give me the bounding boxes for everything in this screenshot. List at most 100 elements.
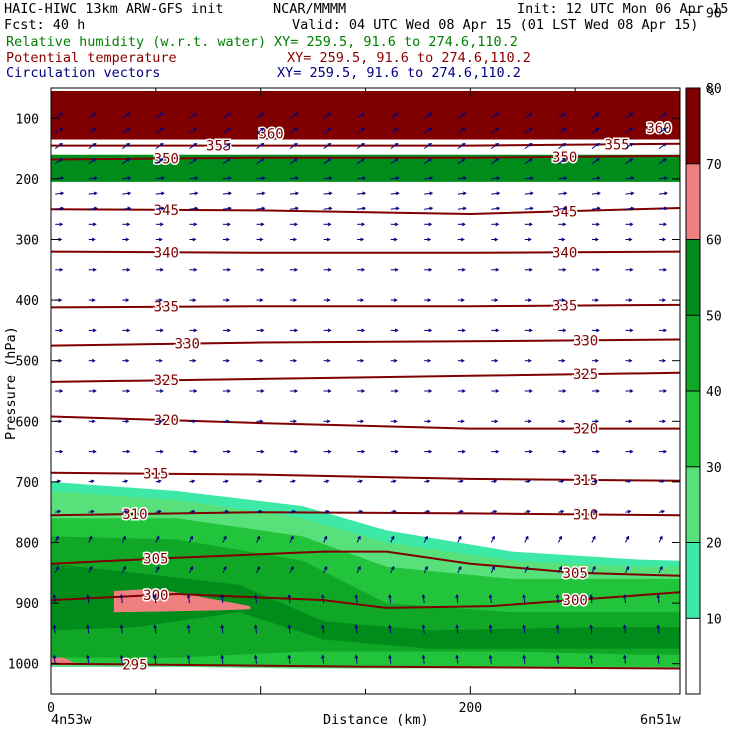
vector-arrowhead — [189, 535, 193, 540]
vector-arrowhead — [361, 158, 365, 162]
vector-arrowhead — [428, 267, 433, 272]
theta-contour-label: 325 — [154, 373, 179, 389]
theta-contour-label: 320 — [154, 413, 179, 429]
vector-arrow — [187, 625, 190, 634]
vector-arrowhead — [323, 535, 328, 540]
vector-arrowhead — [259, 298, 264, 302]
vector-arrowhead — [496, 191, 501, 196]
vector-arrow — [423, 536, 428, 543]
y-tick-label: 200 — [16, 173, 39, 188]
vector-arrowhead — [455, 594, 459, 599]
rh-region-6 — [51, 563, 680, 649]
colorbar-swatch — [686, 466, 700, 543]
vector-arrowhead — [595, 298, 599, 302]
vector-arrowhead — [528, 267, 533, 272]
vector-arrow — [625, 536, 629, 543]
field-name-vectors: Circulation vectors — [6, 65, 160, 81]
vector-arrowhead — [59, 142, 64, 147]
vector-arrowhead — [622, 654, 627, 659]
vector-arrow — [87, 655, 90, 664]
vector-arrow — [54, 536, 59, 543]
vector-arrow — [53, 625, 56, 634]
vector-arrowhead — [595, 112, 600, 117]
vector-arrowhead — [427, 237, 432, 242]
vector-arrow — [590, 625, 593, 634]
vector-arrowhead — [395, 191, 400, 196]
vector-arrowhead — [622, 624, 627, 629]
colorbar-label: 10 — [706, 612, 722, 627]
vector-arrowhead — [192, 419, 197, 424]
vector-arrowhead — [287, 624, 292, 629]
vector-arrow — [657, 655, 660, 664]
vector-arrowhead — [361, 112, 365, 117]
vector-arrowhead — [91, 237, 96, 242]
vector-arrowhead — [663, 267, 668, 272]
vector-arrowhead — [525, 565, 529, 570]
vector-arrowhead — [462, 191, 467, 196]
vector-arrowhead — [159, 112, 164, 117]
theta-contour-label: 325 — [573, 367, 598, 383]
vector-arrow — [155, 536, 160, 543]
vector-arrowhead — [287, 654, 292, 659]
vector-arrowhead — [58, 237, 63, 242]
vector-arrowhead — [158, 298, 163, 302]
colorbar-unit: % — [706, 83, 714, 99]
vector-arrowhead — [157, 479, 162, 484]
vector-arrowhead — [394, 267, 399, 272]
vector-arrowhead — [194, 176, 199, 181]
vector-arrowhead — [596, 191, 601, 196]
vector-arrow — [256, 177, 265, 180]
vector-arrowhead — [459, 509, 464, 514]
vector-arrowhead — [119, 624, 124, 629]
vector-arrowhead — [260, 158, 265, 162]
vector-arrowhead — [629, 389, 634, 393]
vector-arrow — [491, 207, 500, 210]
vector-arrow — [625, 192, 634, 195]
vector-arrowhead — [522, 594, 526, 599]
vector-arrow — [256, 207, 265, 210]
vector-arrow — [222, 207, 231, 210]
vector-arrow — [591, 566, 596, 574]
vector-arrowhead — [595, 158, 600, 162]
vector-arrowhead — [528, 222, 533, 227]
vector-arrowhead — [86, 624, 90, 629]
vector-arrowhead — [361, 222, 366, 227]
vector-arrowhead — [495, 142, 500, 147]
vector-arrowhead — [560, 479, 565, 484]
vector-arrow — [625, 143, 633, 150]
vector-arrow — [255, 625, 257, 634]
colorbar-label: 40 — [706, 385, 722, 400]
vector-arrowhead — [294, 389, 299, 393]
vector-arrow — [683, 595, 684, 603]
vector-arrow — [390, 127, 398, 134]
vector-arrowhead — [495, 112, 500, 117]
vector-arrowhead — [528, 389, 533, 393]
vector-arrowhead — [495, 222, 500, 227]
vector-arrowhead — [295, 206, 300, 211]
vector-arrow — [154, 625, 157, 634]
vector-arrow — [658, 192, 668, 195]
vector-arrow — [122, 177, 131, 180]
vector-arrow — [390, 158, 398, 165]
vector-arrow — [187, 655, 190, 664]
valid-time: Valid: 04 UTC Wed 08 Apr 15 (01 LST Wed … — [292, 17, 698, 33]
vector-arrowhead — [496, 176, 501, 181]
vector-arrow — [87, 625, 90, 634]
vector-arrowhead — [527, 237, 532, 242]
vector-arrow — [88, 112, 96, 119]
vector-arrow — [424, 207, 433, 210]
vector-arrowhead — [321, 624, 325, 629]
vector-arrowhead — [327, 222, 332, 227]
vector-arrowhead — [159, 389, 164, 393]
vector-arrowhead — [593, 479, 598, 484]
vector-arrowhead — [659, 535, 663, 540]
vector-arrowhead — [428, 158, 433, 162]
vector-arrowhead — [562, 142, 567, 147]
vector-arrow — [624, 655, 626, 664]
vector-arrowhead — [321, 654, 325, 659]
vector-arrow — [189, 177, 198, 180]
vector-arrowhead — [253, 654, 258, 659]
vector-arrow — [424, 177, 433, 180]
colorbar-label: 70 — [706, 158, 722, 173]
y-tick-label: 700 — [16, 476, 39, 491]
